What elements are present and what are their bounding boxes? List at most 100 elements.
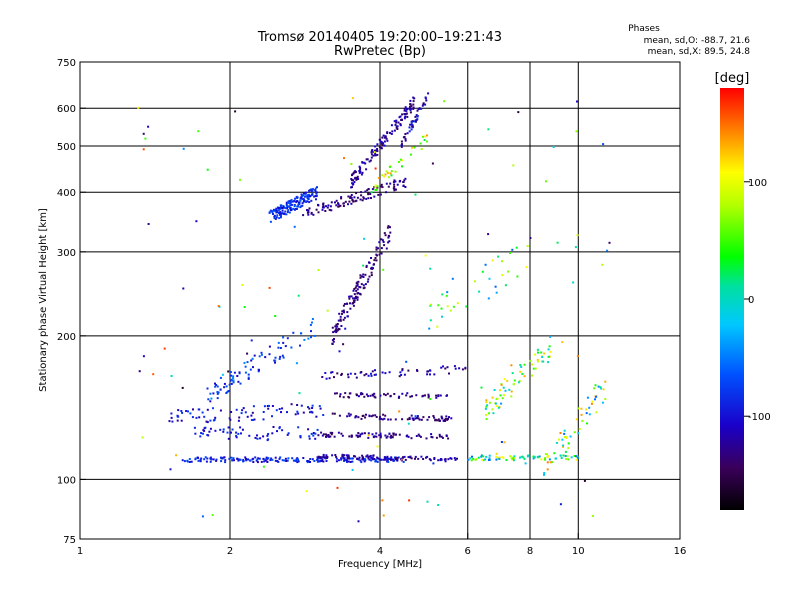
data-point <box>376 150 379 152</box>
data-point <box>440 458 443 461</box>
data-point <box>298 392 301 395</box>
data-point <box>308 437 311 440</box>
data-point <box>315 194 318 197</box>
data-point <box>437 504 440 506</box>
data-point <box>394 180 397 183</box>
data-point <box>287 205 290 208</box>
data-point <box>360 417 363 420</box>
data-point <box>333 376 335 379</box>
y-tick-label: 75 <box>63 535 76 546</box>
data-point <box>197 456 199 459</box>
data-point <box>429 304 432 307</box>
data-point <box>279 456 282 459</box>
data-point <box>438 435 441 438</box>
data-point <box>559 432 562 434</box>
data-point <box>444 460 447 463</box>
data-point <box>233 371 236 374</box>
data-point <box>393 185 396 188</box>
colorbar-ticks: 100 0 -100 <box>744 178 771 423</box>
data-point <box>370 153 373 156</box>
data-point <box>332 331 335 334</box>
data-point <box>600 387 603 390</box>
data-point <box>380 458 383 461</box>
data-point <box>197 408 200 411</box>
data-point <box>602 388 605 391</box>
data-point <box>374 460 377 463</box>
data-point <box>376 445 379 448</box>
data-point <box>429 398 432 400</box>
data-point <box>602 143 605 146</box>
data-point <box>354 286 357 289</box>
data-point <box>282 212 285 215</box>
data-point <box>287 432 290 435</box>
data-point <box>271 405 274 407</box>
data-point <box>481 458 483 461</box>
data-point <box>377 193 380 196</box>
data-point <box>580 413 583 416</box>
data-point <box>347 460 350 463</box>
data-point <box>331 371 334 374</box>
data-point <box>377 247 379 250</box>
data-point <box>219 409 222 412</box>
data-point <box>269 209 272 212</box>
data-point <box>391 130 394 133</box>
data-point <box>363 374 366 377</box>
data-point <box>189 412 192 415</box>
data-point <box>299 435 302 438</box>
data-point <box>354 170 357 173</box>
data-point <box>234 110 237 113</box>
data-point <box>410 128 413 131</box>
data-point <box>259 437 262 440</box>
data-point <box>314 189 317 192</box>
data-point <box>359 198 362 201</box>
data-point <box>322 453 325 456</box>
data-point <box>370 271 373 274</box>
data-point <box>330 209 333 212</box>
data-point <box>494 285 497 288</box>
data-point <box>545 180 547 183</box>
data-point <box>478 290 481 293</box>
data-point <box>414 193 417 196</box>
data-point <box>193 426 196 429</box>
data-point <box>378 458 381 461</box>
data-point <box>387 185 390 188</box>
data-point <box>368 261 370 264</box>
data-point <box>232 381 235 384</box>
data-point <box>470 459 473 462</box>
data-point <box>201 515 204 518</box>
data-point <box>243 306 246 308</box>
data-point <box>237 380 240 383</box>
data-point <box>426 500 429 503</box>
data-point <box>422 416 425 419</box>
data-point <box>348 396 351 399</box>
data-point <box>262 465 265 468</box>
data-point <box>384 414 387 417</box>
data-point <box>401 113 404 116</box>
data-point <box>335 199 338 202</box>
data-point <box>446 366 449 369</box>
data-point <box>484 263 487 266</box>
data-point <box>208 430 211 433</box>
data-point <box>302 457 305 459</box>
data-point <box>406 115 409 118</box>
data-point <box>328 377 331 380</box>
data-point <box>369 454 372 457</box>
data-point <box>488 457 491 460</box>
data-point <box>543 473 545 476</box>
data-point <box>352 302 355 304</box>
data-point <box>384 372 387 375</box>
data-point <box>443 418 446 421</box>
data-point <box>335 331 338 334</box>
data-point <box>402 181 405 183</box>
data-point <box>415 435 418 437</box>
data-point <box>367 188 370 190</box>
data-point <box>279 355 282 358</box>
data-point <box>414 115 417 118</box>
data-point <box>444 367 447 370</box>
data-point <box>456 302 459 305</box>
data-point <box>340 196 343 199</box>
data-point <box>222 430 225 433</box>
data-point <box>231 428 234 431</box>
data-point <box>435 394 438 397</box>
data-point <box>256 458 259 461</box>
